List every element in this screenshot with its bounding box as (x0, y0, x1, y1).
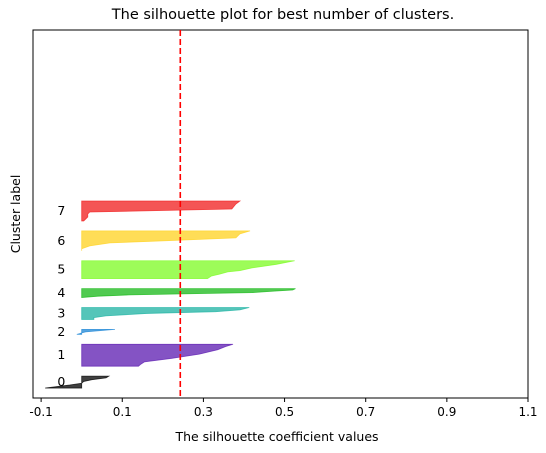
silhouette-bands: 0 1 2 3 4 5 6 7 (45, 200, 296, 389)
x-tick-label: 0.1 (113, 405, 132, 419)
cluster-2-band (76, 328, 115, 335)
x-tick-label: 0.7 (356, 405, 375, 419)
cluster-4-band (81, 288, 296, 298)
cluster-1-label: 1 (57, 347, 65, 362)
x-tick-label: 0.9 (437, 405, 456, 419)
cluster-0-band (45, 375, 111, 389)
cluster-1-band (81, 343, 234, 367)
cluster-3-band (81, 307, 250, 320)
cluster-7-band (81, 200, 242, 222)
cluster-5-band (81, 260, 295, 280)
cluster-6-label: 6 (57, 233, 65, 248)
plot-frame (32, 29, 529, 399)
x-axis-label: The silhouette coefficient values (174, 429, 378, 444)
cluster-4-label: 4 (57, 285, 65, 300)
chart-title: The silhouette plot for best number of c… (111, 7, 454, 23)
cluster-0-label: 0 (57, 374, 65, 389)
x-tick-label: 1.1 (518, 405, 537, 419)
cluster-3-label: 3 (57, 305, 65, 320)
plot-area: 0 1 2 3 4 5 6 7 (32, 29, 529, 399)
x-axis: -0.1 0.1 0.3 0.5 0.7 0.9 1.1 (29, 398, 538, 419)
cluster-6-band (81, 230, 251, 251)
x-tick-label: 0.3 (194, 405, 213, 419)
x-tick-label: 0.5 (275, 405, 294, 419)
cluster-7-label: 7 (57, 203, 65, 218)
cluster-2-label: 2 (57, 324, 65, 339)
x-tick-label: -0.1 (29, 405, 52, 419)
cluster-5-label: 5 (57, 262, 65, 277)
y-axis-label: Cluster label (8, 175, 23, 254)
